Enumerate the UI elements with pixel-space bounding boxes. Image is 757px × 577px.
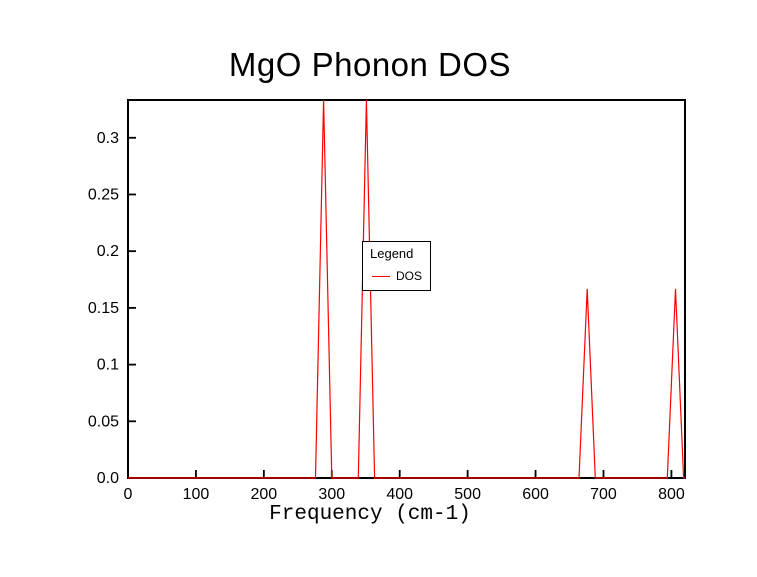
legend-entry-dos: DOS [370,269,423,283]
x-tick-label: 100 [183,486,210,503]
y-tick-label: 0.05 [88,413,119,430]
chart-title: MgO Phonon DOS [228,46,512,83]
x-tick-label: 200 [251,486,278,503]
legend-line-swatch [372,275,390,277]
x-tick-label: 300 [318,486,345,503]
x-tick-label: 600 [522,486,549,503]
y-tick-label: 0.3 [97,130,119,147]
legend-title: Legend [370,246,414,261]
x-tick-label: 500 [454,486,481,503]
x-tick-label: 700 [590,486,617,503]
y-tick-label: 0.15 [88,300,119,317]
dos-line [128,99,685,479]
x-tick-label: 400 [386,486,413,503]
y-tick-label: 0.25 [88,186,119,203]
x-tick-label: 0 [124,486,133,503]
y-tick-label: 0.2 [97,243,119,260]
legend-entry-label: DOS [396,269,423,283]
x-axis-label: Frequency (cm-1) [269,503,471,526]
legend-box: Legend DOS [362,241,431,291]
y-tick-label: 0.0 [97,470,119,487]
x-tick-label: 800 [658,486,685,503]
y-tick-label: 0.1 [97,357,119,374]
